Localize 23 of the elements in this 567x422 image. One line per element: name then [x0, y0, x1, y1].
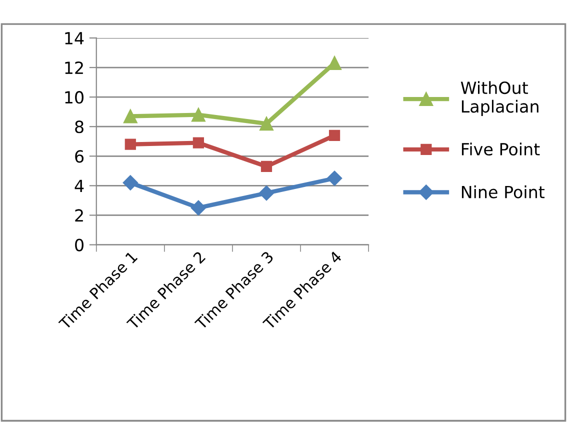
point	[122, 175, 138, 190]
y-tick-label: 12	[65, 61, 83, 74]
point	[192, 137, 204, 148]
point	[326, 170, 342, 186]
y-tick-label: 8	[75, 120, 84, 134]
legend-label: Nine Point	[462, 185, 545, 198]
point	[328, 130, 340, 142]
y-tick-label: 4	[74, 180, 84, 192]
legend-label: WithOut Laplacian	[460, 81, 538, 116]
y-tick-label: 14	[65, 32, 84, 44]
point	[190, 200, 206, 216]
legend-label: Five Point	[462, 142, 540, 156]
point	[124, 138, 136, 150]
y-tick-label: 2	[75, 209, 83, 222]
point	[260, 116, 274, 131]
y-tick-label: 6	[75, 150, 84, 163]
point	[260, 160, 272, 172]
y-tick-label: 10	[65, 91, 84, 104]
point	[258, 185, 274, 201]
point	[192, 108, 206, 122]
point	[328, 56, 342, 70]
y-tick-label: 0	[75, 238, 84, 252]
point	[123, 109, 138, 124]
